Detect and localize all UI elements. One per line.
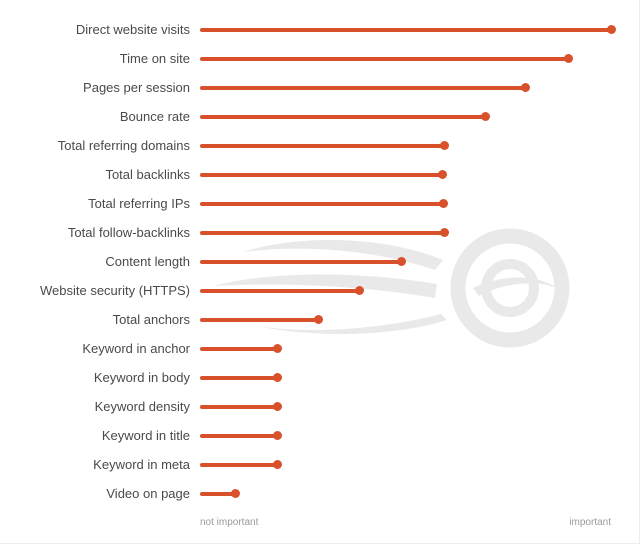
chart-row: Time on site — [0, 44, 639, 73]
row-line — [200, 373, 282, 382]
row-label: Video on page — [106, 486, 190, 501]
row-track — [200, 189, 611, 218]
row-track — [200, 334, 611, 363]
row-track — [200, 15, 616, 44]
chart-row: Bounce rate — [0, 102, 639, 131]
row-track — [200, 247, 611, 276]
row-line — [200, 344, 282, 353]
row-dot — [607, 25, 616, 34]
axis-label-not-important: not important — [200, 517, 259, 528]
chart-row: Keyword in body — [0, 363, 639, 392]
row-label: Total referring domains — [57, 138, 190, 153]
row-track — [200, 392, 611, 421]
row-dot — [272, 460, 282, 469]
row-dot — [437, 170, 447, 179]
row-dot — [440, 141, 450, 150]
row-dot — [272, 373, 282, 382]
row-line — [200, 141, 450, 150]
chart-row: Total backlinks — [0, 160, 639, 189]
row-label: Website security (HTTPS) — [39, 283, 190, 298]
row-track — [200, 73, 611, 102]
chart-row: Total referring domains — [0, 131, 639, 160]
row-line — [200, 402, 282, 411]
row-track — [200, 305, 611, 334]
chart-row: Website security (HTTPS) — [0, 276, 639, 305]
row-dot — [272, 344, 282, 353]
row-line — [200, 257, 407, 266]
row-label: Direct website visits — [75, 22, 190, 37]
chart-row: Keyword in meta — [0, 450, 639, 479]
row-line — [200, 83, 530, 92]
row-track — [200, 160, 611, 189]
row-dot — [439, 228, 449, 237]
row-dot — [231, 489, 241, 498]
row-label: Total anchors — [112, 312, 190, 327]
row-track — [200, 131, 611, 160]
row-dot — [272, 402, 282, 411]
row-label: Total referring IPs — [88, 196, 190, 211]
row-label: Pages per session — [83, 80, 190, 95]
row-label: Keyword in meta — [93, 457, 190, 472]
row-dot — [397, 257, 407, 266]
row-dot — [313, 315, 323, 324]
row-dot — [480, 112, 490, 121]
chart-row: Keyword density — [0, 392, 639, 421]
row-label: Bounce rate — [119, 109, 190, 124]
row-label: Time on site — [119, 51, 190, 66]
row-line — [200, 286, 365, 295]
chart-row: Video on page — [0, 479, 639, 508]
row-line — [200, 315, 323, 324]
row-dot — [520, 83, 530, 92]
row-label: Keyword in anchor — [82, 341, 190, 356]
row-track — [200, 479, 611, 508]
row-label: Content length — [105, 254, 190, 269]
row-label: Keyword in title — [101, 428, 190, 443]
axis-label-important: important — [569, 517, 611, 528]
row-dot — [438, 199, 448, 208]
chart-row: Pages per session — [0, 73, 639, 102]
row-track — [200, 276, 611, 305]
row-line — [200, 199, 448, 208]
row-track — [200, 363, 611, 392]
row-label: Keyword density — [94, 399, 190, 414]
row-label: Total follow-backlinks — [67, 225, 190, 240]
chart-rows: Direct website visits Time on site Pages… — [0, 15, 639, 508]
row-line — [200, 460, 282, 469]
chart-row: Total anchors — [0, 305, 639, 334]
chart-row: Total referring IPs — [0, 189, 639, 218]
row-line — [200, 431, 282, 440]
row-line — [200, 228, 449, 237]
chart-row: Total follow-backlinks — [0, 218, 639, 247]
row-dot — [563, 54, 573, 63]
chart-row: Content length — [0, 247, 639, 276]
row-line — [200, 170, 447, 179]
row-track — [200, 44, 611, 73]
row-line — [200, 112, 490, 121]
row-track — [200, 421, 611, 450]
row-track — [200, 102, 611, 131]
chart-row: Keyword in anchor — [0, 334, 639, 363]
row-line — [200, 54, 573, 63]
row-track — [200, 218, 611, 247]
row-label: Keyword in body — [93, 370, 190, 385]
row-track — [200, 450, 611, 479]
row-line — [200, 25, 616, 34]
row-dot — [272, 431, 282, 440]
row-dot — [355, 286, 365, 295]
chart-row: Direct website visits — [0, 15, 639, 44]
x-axis: not important important — [200, 517, 611, 528]
row-line — [200, 489, 241, 498]
row-label: Total backlinks — [105, 167, 190, 182]
chart-row: Keyword in title — [0, 421, 639, 450]
